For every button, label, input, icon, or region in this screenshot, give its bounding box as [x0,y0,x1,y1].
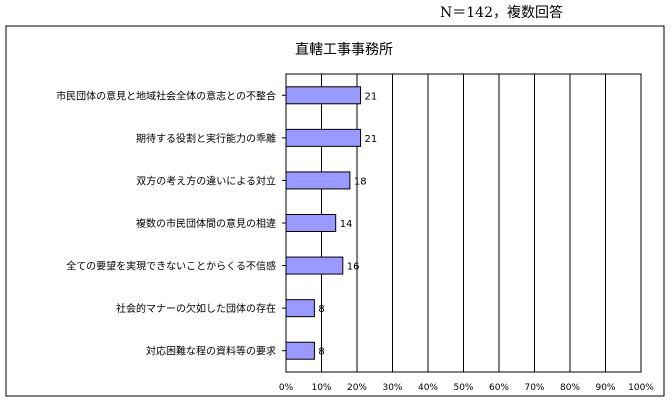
bar [285,341,315,360]
bar [285,256,344,275]
x-tick-label: 60% [489,383,509,393]
chart-frame [5,25,665,397]
data-label: 21 [365,91,378,102]
category-label: 期待する役割と実行能力の乖離 [136,132,276,145]
x-tick-label: 10% [311,383,331,393]
data-label: 14 [340,219,353,230]
data-label: 18 [354,176,367,187]
bar [285,171,351,190]
bar [285,214,337,232]
bar [285,128,362,147]
data-label: 8 [318,304,324,315]
sample-note: N＝142，複数回答 [440,5,563,21]
x-tick-label: 70% [524,383,544,393]
x-tick-label: 40% [418,383,438,393]
category-label: 対応困難な程の資料等の要求 [146,345,276,358]
chart-title: 直轄工事事務所 [295,41,393,58]
x-tick-label: 0% [279,383,294,393]
data-label: 8 [318,347,324,358]
category-label: 市民団体の意見と地域社会全体の意志との不整合 [56,89,276,102]
x-tick-label: 20% [347,383,367,393]
bar [285,86,362,105]
x-tick-label: 30% [382,383,402,393]
data-label: 16 [347,262,360,273]
x-tick-label: 80% [560,383,580,393]
category-label: 双方の考え方の違いによる対立 [136,174,276,187]
data-label: 21 [365,134,378,145]
bar [285,299,315,318]
category-label: 複数の市民団体間の意見の相違 [136,217,276,230]
category-label: 社会的マナーの欠如した団体の存在 [116,302,276,315]
x-tick-label: 50% [453,383,473,393]
category-label: 全ての要望を実現できないことからくる不信感 [66,260,276,273]
x-tick-label: 90% [595,383,615,393]
x-tick-label: 100% [628,383,654,393]
